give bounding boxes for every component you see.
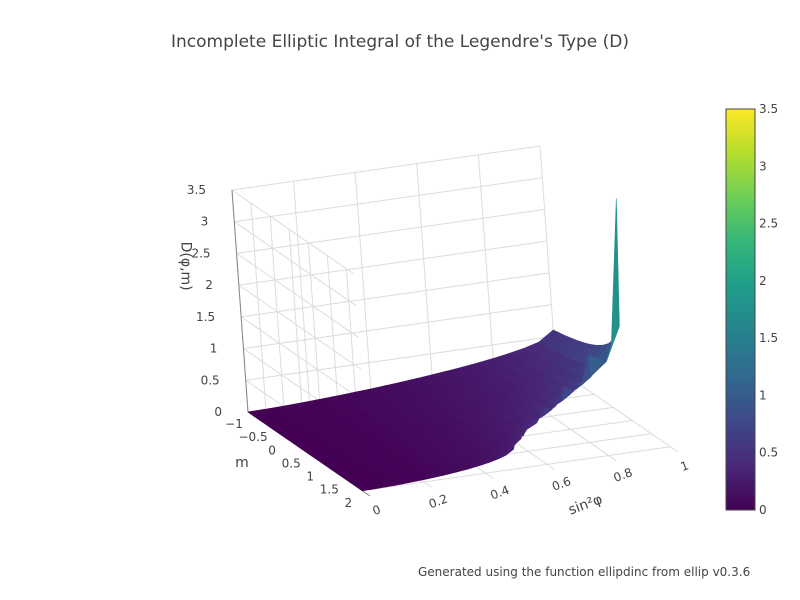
- gridline-z-back: [236, 208, 545, 254]
- x-tick-label: 0.4: [488, 483, 511, 503]
- y-tick-label: −0.5: [238, 430, 267, 444]
- z-tick-label: 2: [205, 278, 213, 292]
- surface-patch: [561, 385, 575, 402]
- z-tick-label: 2.5: [191, 246, 210, 260]
- x-axis-title: sin²φ: [566, 491, 604, 518]
- z-tick-label: 0.5: [201, 373, 220, 387]
- surface-patch: [606, 198, 620, 362]
- colorbar-tick-label: 2: [759, 274, 767, 288]
- colorbar-tick-label: 0: [759, 503, 767, 517]
- surface-layer: [247, 198, 620, 492]
- z-tick-label: 3: [201, 215, 209, 229]
- y-tick-label: −1: [225, 417, 243, 431]
- gridline-z-back: [238, 240, 547, 286]
- gridline-z-back: [243, 304, 552, 350]
- y-axis-title: m: [235, 455, 249, 471]
- gridline-x-back: [416, 163, 434, 386]
- y-tick-label: 0.5: [282, 456, 301, 470]
- z-tick-label: 1: [210, 342, 218, 356]
- gridline-x-back: [293, 181, 311, 404]
- surface-patch: [588, 354, 605, 378]
- x-tick-label: 0.2: [427, 492, 450, 512]
- axis-edge-vertical: [231, 189, 249, 413]
- z-tick-label: 3.5: [187, 183, 206, 197]
- gridline-x-back: [354, 172, 372, 395]
- colorbar-tick-label: 3.5: [759, 102, 778, 116]
- colorbar-gradient: [725, 108, 756, 511]
- surface-patch: [540, 405, 553, 418]
- x-tick-label: 0.6: [550, 474, 573, 494]
- gridline-z-back: [245, 335, 554, 381]
- gridline-z-back: [241, 272, 550, 318]
- colorbar-tick-label: 0.5: [759, 446, 778, 460]
- footnote: Generated using the function ellipdinc f…: [418, 565, 751, 579]
- tick-layer: 00.511.522.533.50 0.2 0.4 0.6 0.8 1−1−0.500.5…: [177, 183, 690, 518]
- gridline-y-side: [269, 216, 287, 439]
- y-tick-label: 1.5: [320, 483, 339, 497]
- gridline-z-side: [238, 284, 362, 370]
- z-tick-label: 0: [214, 405, 222, 419]
- chart-title: Incomplete Elliptic Integral of the Lege…: [170, 32, 630, 52]
- x-tick-label: 0.8: [612, 465, 635, 485]
- y-tick-label: 1: [306, 470, 314, 484]
- surface-patch: [515, 433, 525, 441]
- colorbar-tick-label: 3: [759, 159, 767, 173]
- z-axis-title: D(φ,m): [177, 242, 193, 291]
- gridline-z-side: [240, 316, 364, 402]
- colorbar-tick-label: 1.5: [759, 331, 778, 345]
- gridline-z-side: [231, 189, 355, 275]
- x-tick-label: 0: [371, 502, 383, 518]
- gridline-x-back: [477, 154, 495, 377]
- surface-patch: [506, 444, 516, 450]
- surface-patch: [526, 421, 537, 430]
- gridline-z-back: [231, 145, 541, 191]
- y-tick-label: 2: [345, 496, 353, 510]
- gridline-y-side: [250, 203, 268, 426]
- colorbar-tick-label: 1: [759, 388, 767, 402]
- colorbar-tick-label: 2.5: [759, 217, 778, 231]
- gridline-y-floor: [362, 446, 671, 492]
- y-tick-label: 0: [268, 443, 276, 457]
- gridline-z-side: [236, 253, 359, 338]
- gridline-z-back: [234, 177, 543, 223]
- z-tick-label: 1.5: [196, 310, 215, 324]
- colorbar: 0 0.5 1 1.5 2 2.5 3 3.5: [725, 102, 778, 517]
- x-tick-label: 1: [679, 458, 691, 474]
- gridline-z-side: [234, 221, 357, 307]
